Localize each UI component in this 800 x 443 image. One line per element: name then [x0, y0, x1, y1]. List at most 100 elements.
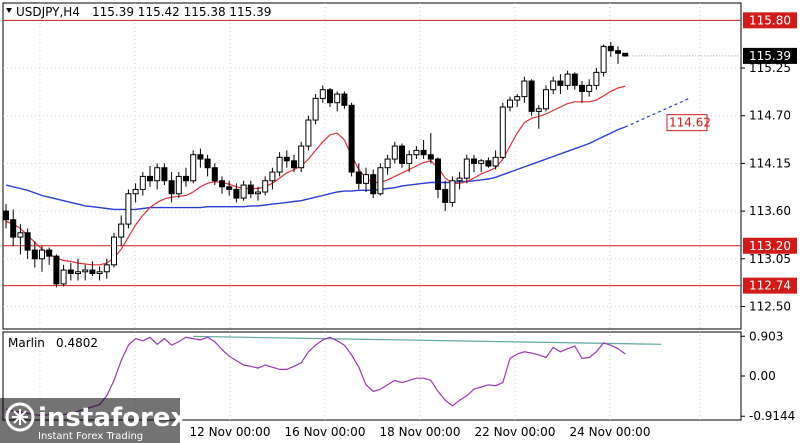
candle-body	[471, 158, 477, 164]
candle	[247, 180, 254, 199]
watermark-background	[0, 398, 180, 443]
candle	[571, 72, 578, 90]
candle-body	[406, 154, 413, 164]
candle-body	[111, 236, 117, 266]
candle	[334, 91, 341, 112]
candle	[305, 115, 312, 151]
candle-body	[399, 145, 405, 164]
time-tick-label: 24 Nov 00:00	[570, 425, 651, 439]
candle	[543, 85, 549, 112]
candle	[118, 215, 125, 246]
candle-body	[96, 271, 103, 275]
candle	[478, 159, 485, 173]
candle	[550, 76, 557, 95]
candle	[3, 204, 9, 229]
candle-body	[391, 145, 398, 160]
candle-body	[103, 264, 110, 273]
candle-body	[247, 184, 254, 195]
candle	[211, 163, 218, 186]
candle-body	[139, 175, 146, 190]
moving-averages: 114.62	[5, 85, 711, 266]
candle	[607, 42, 614, 57]
candle	[10, 209, 17, 246]
candle-body	[535, 108, 542, 112]
candle	[449, 176, 456, 207]
candle-body	[442, 188, 449, 203]
candle	[586, 79, 593, 97]
chart-header: USDJPY,H4 115.39 115.42 115.38 115.39	[6, 5, 271, 19]
current-price-tag	[743, 47, 797, 64]
candle-body	[463, 158, 470, 179]
horizontal-levels: 115.80 113.20 112.74	[3, 12, 797, 294]
candle	[406, 150, 413, 173]
candle	[485, 157, 492, 168]
fast-moving-average	[5, 85, 626, 266]
candle-body	[492, 156, 499, 167]
candle-body	[420, 149, 427, 156]
candle-body	[154, 167, 161, 182]
candle	[46, 247, 53, 265]
candle	[240, 180, 247, 201]
candle-body	[67, 269, 74, 275]
candle-body	[183, 175, 189, 182]
candle-body	[240, 184, 247, 199]
candle-body	[334, 93, 341, 104]
candle	[363, 167, 369, 193]
marlin-indicator: 0.903 0.00 -0.9144	[5, 329, 795, 423]
candle-body	[276, 156, 283, 173]
candle-body	[622, 52, 629, 57]
candle	[564, 70, 571, 90]
price-tick-label: 113.60	[749, 204, 791, 218]
candle	[53, 254, 60, 288]
candle	[384, 154, 391, 175]
time-tick-label: 16 Nov 00:00	[285, 425, 366, 439]
price-tick-label: 114.70	[749, 109, 791, 123]
candle-body	[60, 269, 67, 285]
logo-icon	[5, 402, 35, 432]
time-tick-label: 12 Nov 00:00	[190, 425, 271, 439]
candle-body	[190, 154, 197, 182]
candle-body	[564, 73, 571, 86]
candle	[154, 163, 161, 190]
candle-body	[10, 219, 17, 238]
candle	[600, 44, 607, 77]
triangle-down-icon	[6, 8, 12, 13]
candle	[557, 74, 564, 95]
candle	[291, 154, 297, 173]
candle	[24, 228, 31, 259]
candle-body	[485, 160, 492, 167]
candle	[283, 150, 290, 168]
candle	[463, 154, 470, 184]
candle-body	[507, 99, 513, 108]
indicator-signal-line	[193, 335, 662, 345]
candle	[528, 79, 535, 116]
candle	[31, 241, 38, 268]
candle-body	[413, 149, 420, 156]
candle	[370, 169, 377, 199]
candle-body	[291, 160, 297, 169]
candle-body	[298, 145, 305, 169]
candle	[593, 68, 600, 90]
candle	[161, 163, 168, 186]
candle	[139, 172, 146, 196]
candle	[269, 167, 276, 190]
candle	[348, 102, 355, 177]
candle	[96, 266, 103, 281]
candle	[103, 258, 110, 279]
candle-body	[283, 156, 290, 162]
projection-price-tag	[666, 114, 708, 132]
indicator-header: Marlin 0.4802	[8, 336, 98, 350]
candle	[312, 94, 319, 125]
candle	[233, 183, 240, 203]
candle	[125, 189, 132, 229]
candle	[327, 87, 333, 108]
candle-body	[579, 84, 585, 92]
indicator-value: 0.4802	[56, 336, 98, 350]
candle-body	[39, 249, 45, 260]
candle	[147, 166, 153, 187]
candle	[579, 81, 585, 103]
candle-body	[75, 271, 81, 275]
candle-body	[435, 158, 441, 190]
marlin-line	[5, 336, 626, 417]
candle-body	[118, 223, 125, 238]
